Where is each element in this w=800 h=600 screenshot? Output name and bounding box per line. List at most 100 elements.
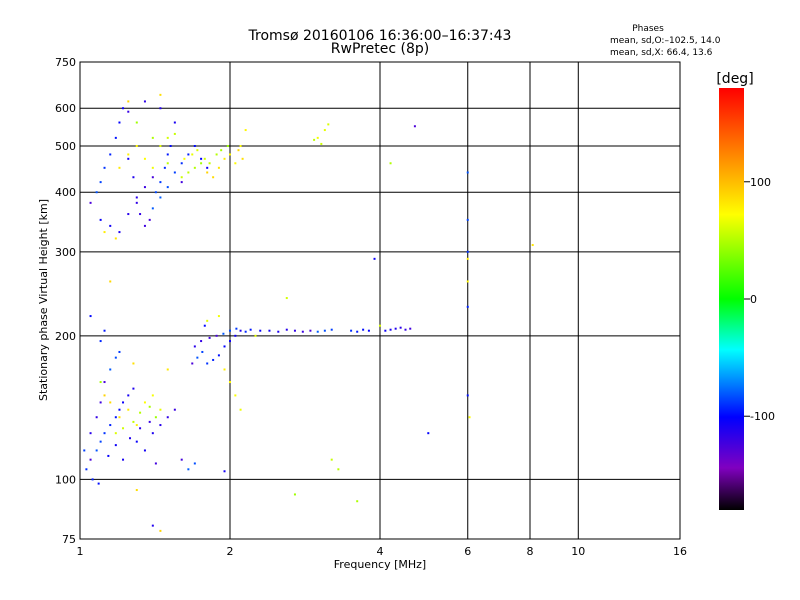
data-point-o	[163, 166, 166, 169]
x-tick-label: 10	[571, 545, 585, 558]
data-point-x	[234, 162, 237, 165]
data-point-x	[206, 319, 209, 322]
data-point-x	[293, 493, 296, 496]
data-point-x	[254, 334, 257, 337]
data-point-o	[114, 444, 117, 447]
data-point-x	[154, 416, 157, 419]
y-tick-labels: 75 100 200 300 400 500 600 750	[55, 56, 76, 546]
data-point-o	[301, 330, 304, 333]
colorbar-tick-label: 100	[750, 176, 771, 189]
data-point-x	[114, 237, 117, 240]
data-point-x	[191, 153, 194, 156]
data-point-x	[127, 100, 130, 103]
data-point-x	[229, 381, 231, 384]
data-point-x	[127, 408, 130, 411]
y-axis-label: Stationary phase Virtual Height [km]	[37, 199, 50, 401]
data-point-o	[316, 330, 319, 333]
data-point-x	[466, 257, 469, 260]
data-point-o	[330, 328, 333, 331]
data-point-o	[139, 213, 142, 216]
data-point-o	[109, 224, 112, 227]
data-point-x	[313, 138, 316, 141]
data-point-o	[127, 110, 130, 113]
data-point-o	[239, 329, 242, 332]
data-point-x	[316, 136, 319, 139]
data-point-o	[384, 329, 387, 332]
data-point-o	[229, 329, 231, 332]
data-point-x	[109, 280, 112, 283]
data-point-o	[193, 345, 196, 348]
data-point-o	[103, 166, 106, 169]
data-point-o	[293, 329, 296, 332]
data-point-x	[135, 489, 138, 492]
data-point-x	[159, 144, 162, 147]
data-point-o	[97, 482, 100, 485]
data-point-o	[132, 387, 135, 390]
data-point-x	[223, 368, 226, 371]
data-point-x	[244, 129, 247, 132]
y-tick-label: 300	[55, 246, 76, 259]
y-tick-label: 400	[55, 186, 76, 199]
data-point-o	[109, 368, 112, 371]
y-tick-label: 200	[55, 330, 76, 343]
data-point-o	[196, 356, 199, 359]
data-point-x	[151, 394, 154, 397]
data-point-x	[159, 408, 162, 411]
x-tick-labels: 1 2 4 6 8 10 16	[77, 545, 688, 558]
data-point-o	[235, 327, 238, 330]
data-point-o	[373, 257, 376, 260]
data-point-x	[200, 162, 203, 165]
data-point-x	[114, 432, 117, 435]
data-point-x	[229, 153, 231, 156]
data-point-o	[127, 394, 130, 397]
data-point-x	[196, 149, 199, 152]
data-point-x	[379, 324, 381, 327]
data-point-o	[91, 478, 94, 481]
data-point-x	[285, 297, 288, 300]
data-point-o	[193, 462, 196, 465]
data-point-o	[83, 449, 86, 452]
chart-title: Tromsø 20160106 16:36:00–16:37:43	[248, 28, 512, 44]
grid-lines	[80, 62, 680, 539]
data-point-o	[191, 362, 194, 365]
x-tick-label: 8	[527, 545, 534, 558]
data-point-o	[103, 381, 106, 384]
data-point-x	[226, 144, 229, 147]
data-point-o	[99, 218, 102, 221]
data-point-o	[268, 329, 271, 332]
data-point-o	[200, 340, 203, 343]
chart-subtitle: RwPretec (8p)	[331, 41, 429, 57]
data-point-o	[122, 401, 125, 404]
data-point-o	[413, 125, 416, 128]
data-point-o	[166, 153, 169, 156]
x-tick-label: 4	[377, 545, 384, 558]
data-point-x	[148, 405, 151, 408]
data-point-x	[159, 529, 162, 532]
data-point-x	[466, 280, 469, 283]
data-point-o	[399, 326, 402, 329]
data-point-o	[200, 157, 203, 160]
data-point-o	[109, 153, 112, 156]
data-point-o	[89, 458, 92, 461]
data-point-o	[135, 440, 138, 443]
data-point-o	[122, 107, 125, 110]
data-point-o	[103, 329, 106, 332]
data-point-x	[135, 121, 138, 124]
data-point-x	[323, 129, 326, 132]
data-point-o	[166, 416, 169, 419]
data-point-x	[143, 401, 146, 404]
data-point-x	[337, 468, 340, 471]
data-point-x	[109, 401, 112, 404]
data-point-o	[159, 107, 162, 110]
data-point-x	[212, 176, 215, 179]
data-point-o	[466, 171, 469, 174]
data-point-o	[206, 166, 209, 169]
data-point-x	[139, 411, 142, 414]
data-point-o	[89, 201, 92, 204]
data-point-o	[151, 176, 154, 179]
x-tick-label: 1	[77, 545, 84, 558]
data-point-o	[169, 144, 172, 147]
data-point-x	[143, 157, 146, 160]
data-point-x	[215, 153, 218, 156]
stats-x-line: mean, sd,X: 66.4, 13.6	[610, 48, 713, 58]
